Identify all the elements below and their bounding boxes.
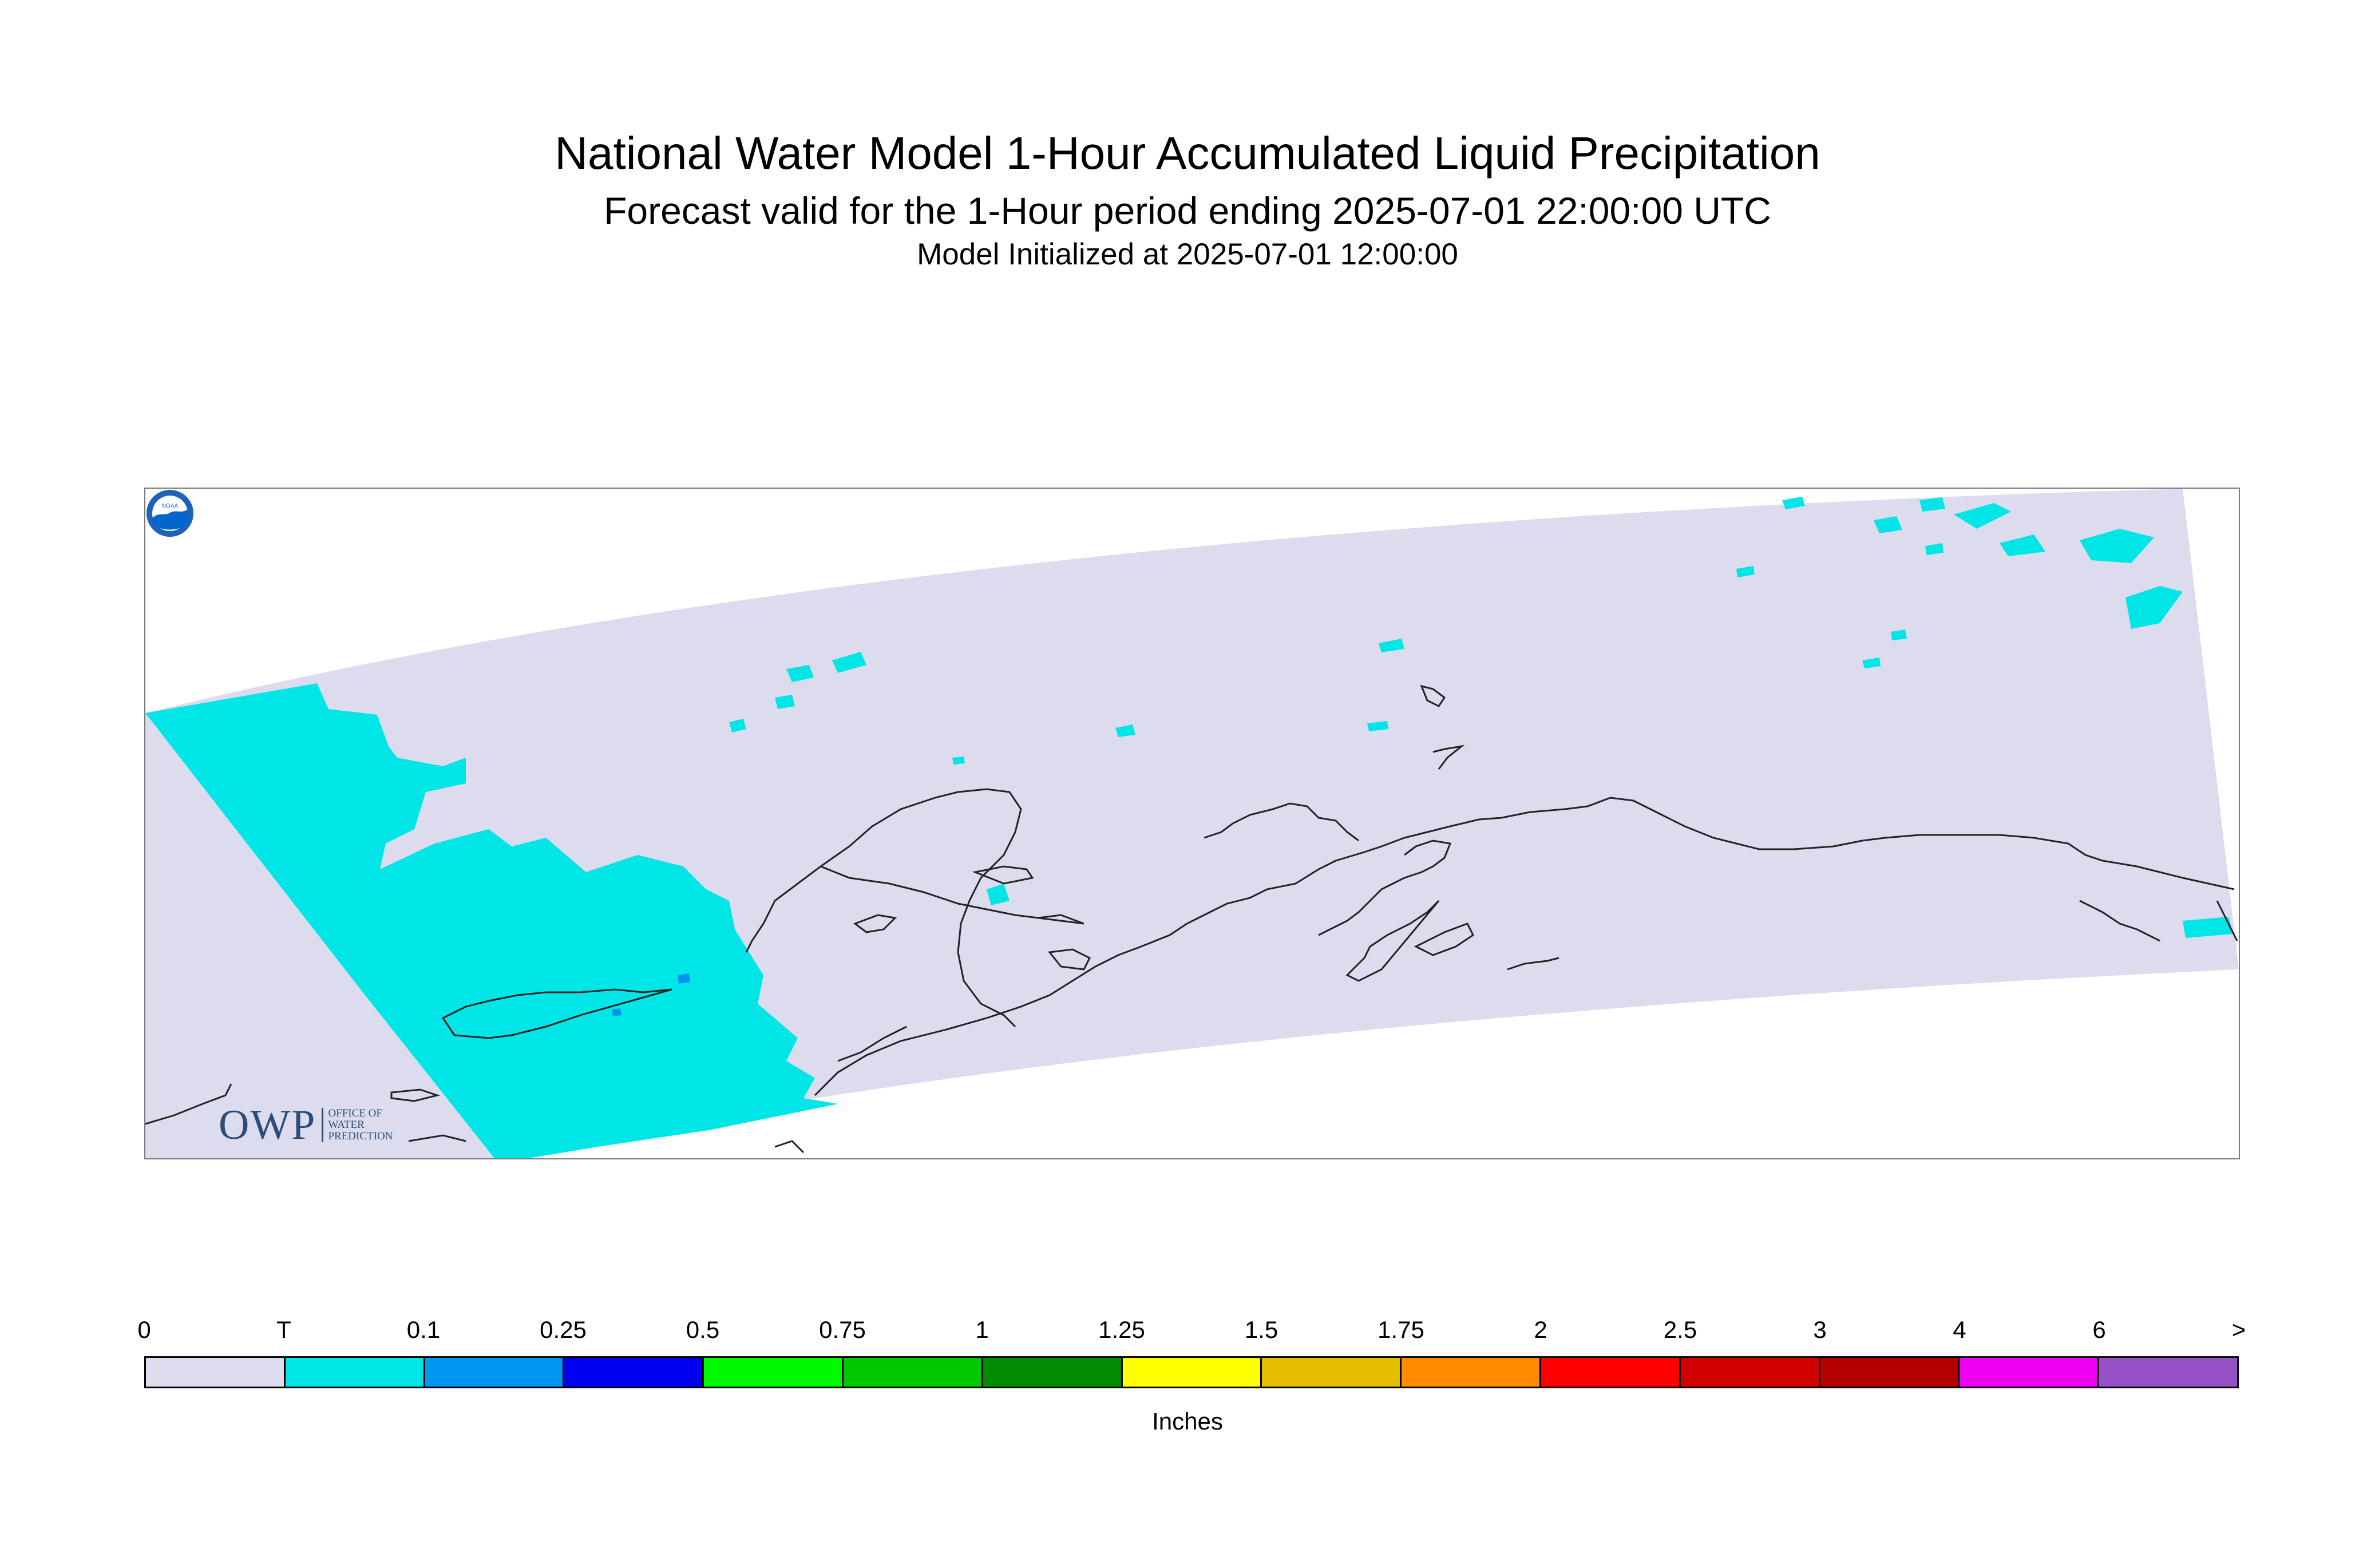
- legend-swatch: [146, 1358, 286, 1387]
- legend-tick-label: 1.5: [1244, 1316, 1278, 1343]
- light-rain-cell: [678, 973, 690, 984]
- precip-trace-patch: [1954, 503, 2011, 529]
- legend-tick-label: 6: [2092, 1316, 2106, 1343]
- coastlines: [145, 684, 2238, 1154]
- legend-swatch: [285, 1358, 425, 1387]
- legend-swatch: [564, 1358, 704, 1387]
- precip-trace-patch: [2080, 529, 2154, 563]
- legend-swatch: [1960, 1358, 2100, 1387]
- legend-units: Inches: [1152, 1408, 1223, 1435]
- precip-trace-patch: [1782, 497, 1805, 509]
- light-rain-cell: [612, 1008, 622, 1016]
- precip-trace-patch: [952, 757, 965, 765]
- precip-trace-patch: [2125, 586, 2183, 629]
- map-canvas: [145, 489, 2239, 1158]
- precip-trace-patch: [1891, 629, 1907, 640]
- precip-trace-patch: [1919, 497, 1945, 512]
- legend-swatch: [2099, 1358, 2237, 1387]
- precip-trace-patch: [786, 665, 814, 682]
- noaa-logo-text: NOAA: [162, 503, 179, 509]
- legend-swatch: [1541, 1358, 1681, 1387]
- precip-trace-patch: [454, 884, 546, 932]
- forecast-valid-subtitle: Forecast valid for the 1-Hour period end…: [604, 189, 1771, 232]
- legend-tick-label: >: [2231, 1316, 2246, 1343]
- legend-tick-label: T: [276, 1316, 291, 1343]
- legend-swatch: [1122, 1358, 1262, 1387]
- legend-tick-label: 2: [1534, 1316, 1547, 1343]
- precip-trace-patch: [580, 878, 666, 924]
- legend-swatch: [1820, 1358, 1960, 1387]
- precip-trace-patch: [1925, 543, 1943, 555]
- legend-tick-label: 0.1: [406, 1316, 441, 1343]
- precipitation-map: OWP OFFICE OF WATER PREDICTION NOAA: [144, 488, 2240, 1159]
- precip-trace-patch: [2183, 917, 2233, 938]
- legend-tick-label: 2.5: [1663, 1316, 1697, 1343]
- precip-trace-patch: [775, 695, 795, 709]
- owp-logo-letters: OWP: [219, 1102, 316, 1149]
- legend-tick-label: 1.75: [1378, 1316, 1424, 1343]
- precip-trace-patch: [1379, 639, 1404, 652]
- legend-tick-label: 0: [137, 1316, 151, 1343]
- legend-colorbar: [144, 1356, 2239, 1388]
- legend-swatch: [425, 1358, 565, 1387]
- precip-trace-patch: [832, 652, 866, 673]
- legend-swatch: [983, 1358, 1123, 1387]
- model-init-line: Model Initialized at 2025-07-01 12:00:00: [917, 237, 1458, 271]
- precip-trace-patch: [1736, 566, 1755, 577]
- legend-swatch: [1402, 1358, 1541, 1387]
- legend-swatch: [843, 1358, 983, 1387]
- precip-trace-patch: [1115, 724, 1135, 737]
- precip-trace-patch: [987, 884, 1010, 905]
- precip-trace-patch: [2000, 534, 2045, 556]
- legend-swatch: [1262, 1358, 1402, 1387]
- legend-swatch: [1680, 1358, 1820, 1387]
- legend-tick-label: 1.25: [1098, 1316, 1145, 1343]
- owp-logo: OWP OFFICE OF WATER PREDICTION: [219, 1104, 393, 1146]
- precip-trace-patch: [1367, 721, 1388, 731]
- legend-swatch: [704, 1358, 844, 1387]
- legend-tick-label: 0.5: [686, 1316, 720, 1343]
- precip-trace-patch: [1874, 516, 1902, 533]
- legend-tick-label: 0.25: [540, 1316, 587, 1343]
- precip-trace-patch: [1862, 658, 1881, 668]
- legend-tick-label: 3: [1813, 1316, 1827, 1343]
- legend-tick-label: 4: [1953, 1316, 1966, 1343]
- precip-trace-patch: [729, 719, 746, 732]
- legend-tick-label: 1: [975, 1316, 989, 1343]
- legend-tick-label: 0.75: [819, 1316, 866, 1343]
- owp-logo-subtext: OFFICE OF WATER PREDICTION: [322, 1108, 393, 1142]
- noaa-logo: NOAA: [147, 490, 193, 537]
- map-title: National Water Model 1-Hour Accumulated …: [555, 128, 1820, 179]
